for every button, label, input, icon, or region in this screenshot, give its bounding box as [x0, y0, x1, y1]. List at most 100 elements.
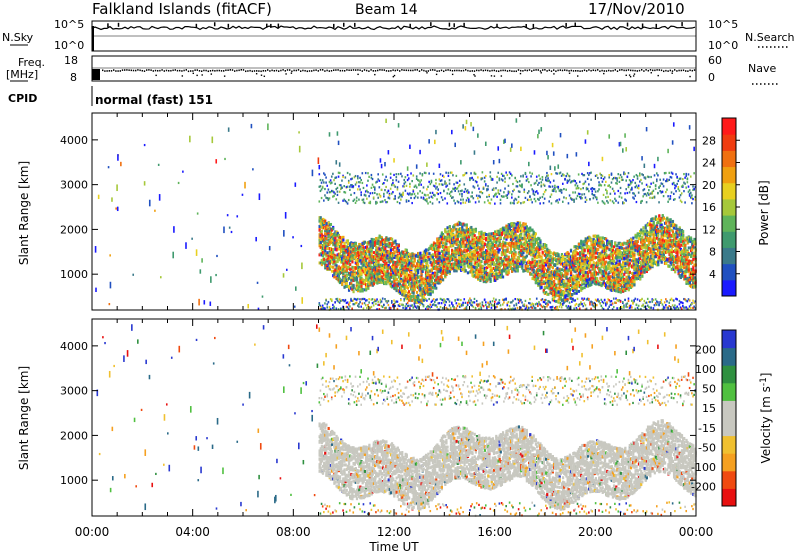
- power-point: [381, 305, 384, 309]
- nave-point: [435, 73, 438, 76]
- power-point: [402, 289, 405, 293]
- power-point: [329, 233, 333, 237]
- freq-point: [643, 70, 645, 72]
- power-point: [494, 194, 496, 197]
- power-point: [435, 286, 438, 290]
- freq-point: [308, 70, 311, 72]
- power-point: [400, 198, 402, 201]
- freq-point: [282, 69, 284, 71]
- power-point: [415, 268, 419, 272]
- power-point: [539, 273, 542, 277]
- power-point: [513, 304, 515, 307]
- power-point: [366, 273, 369, 277]
- power-point: [389, 270, 393, 274]
- power-point: [496, 305, 498, 308]
- freq-point: [267, 69, 269, 71]
- power-point: [357, 246, 360, 250]
- power-point: [535, 241, 539, 245]
- power-point: [367, 242, 370, 246]
- power-point: [516, 185, 519, 188]
- power-point: [520, 146, 522, 152]
- power-point: [292, 236, 294, 239]
- power-point: [417, 196, 419, 199]
- power-point: [393, 265, 396, 269]
- freq-point: [104, 70, 106, 72]
- power-point: [484, 257, 488, 261]
- power-point: [427, 271, 430, 275]
- power-point: [439, 238, 442, 242]
- power-point: [469, 200, 471, 203]
- power-point: [400, 257, 403, 261]
- power-point: [451, 129, 453, 135]
- power-point: [539, 240, 542, 244]
- power-point: [518, 184, 521, 187]
- power-point: [513, 248, 516, 252]
- power-point: [448, 224, 451, 228]
- power-point: [439, 260, 442, 264]
- power-point: [523, 248, 526, 252]
- power-point: [414, 254, 417, 258]
- power-point: [411, 280, 414, 284]
- power-point: [420, 271, 423, 275]
- power-point: [375, 258, 378, 262]
- power-point: [386, 300, 389, 303]
- power-point: [512, 228, 515, 232]
- power-point: [351, 265, 354, 269]
- freq-point: [418, 70, 421, 72]
- power-point: [426, 188, 428, 191]
- power-point: [532, 230, 535, 234]
- power-point: [512, 299, 514, 302]
- power-point: [395, 264, 398, 268]
- freq-point: [388, 70, 390, 72]
- power-point: [462, 238, 465, 242]
- power-point: [456, 248, 459, 252]
- power-point: [532, 269, 535, 273]
- power-point: [538, 261, 541, 265]
- power-point: [497, 266, 500, 270]
- power-point: [535, 190, 538, 193]
- power-point: [508, 223, 511, 227]
- power-point: [332, 227, 335, 231]
- power-point: [380, 300, 383, 303]
- power-point: [464, 253, 467, 257]
- power-point: [401, 284, 404, 288]
- power-point: [418, 179, 420, 182]
- power-point: [406, 251, 410, 255]
- power-point: [326, 267, 329, 271]
- power-point: [338, 280, 342, 284]
- power-point: [452, 228, 455, 232]
- power-point: [501, 259, 505, 263]
- power-point: [362, 241, 365, 245]
- power-point: [539, 279, 542, 283]
- power-point: [509, 202, 512, 205]
- power-point: [431, 202, 434, 205]
- power-point: [321, 239, 325, 243]
- power-point: [525, 240, 528, 244]
- power-point: [360, 280, 363, 284]
- power-point: [507, 184, 510, 187]
- date-label: 17/Nov/2010: [588, 0, 685, 18]
- freq-point: [619, 69, 621, 71]
- power-point: [324, 173, 326, 176]
- power-point: [432, 286, 436, 290]
- power-point: [445, 247, 448, 251]
- freq-point: [218, 69, 220, 72]
- power-point: [514, 197, 517, 200]
- freq-point: [570, 69, 572, 72]
- power-point: [326, 191, 329, 194]
- power-point: [492, 254, 496, 258]
- power-point: [487, 233, 490, 237]
- power-point: [434, 274, 437, 278]
- power-point: [388, 280, 391, 284]
- power-point: [410, 295, 413, 299]
- power-point: [534, 280, 538, 284]
- power-point: [319, 178, 322, 182]
- power-point: [409, 265, 412, 269]
- power-point: [470, 230, 473, 234]
- power-point: [537, 197, 539, 201]
- power-point: [456, 246, 459, 250]
- power-point: [449, 243, 453, 247]
- nave-point: [474, 75, 476, 77]
- freq-point: [544, 69, 546, 71]
- power-point: [486, 249, 489, 253]
